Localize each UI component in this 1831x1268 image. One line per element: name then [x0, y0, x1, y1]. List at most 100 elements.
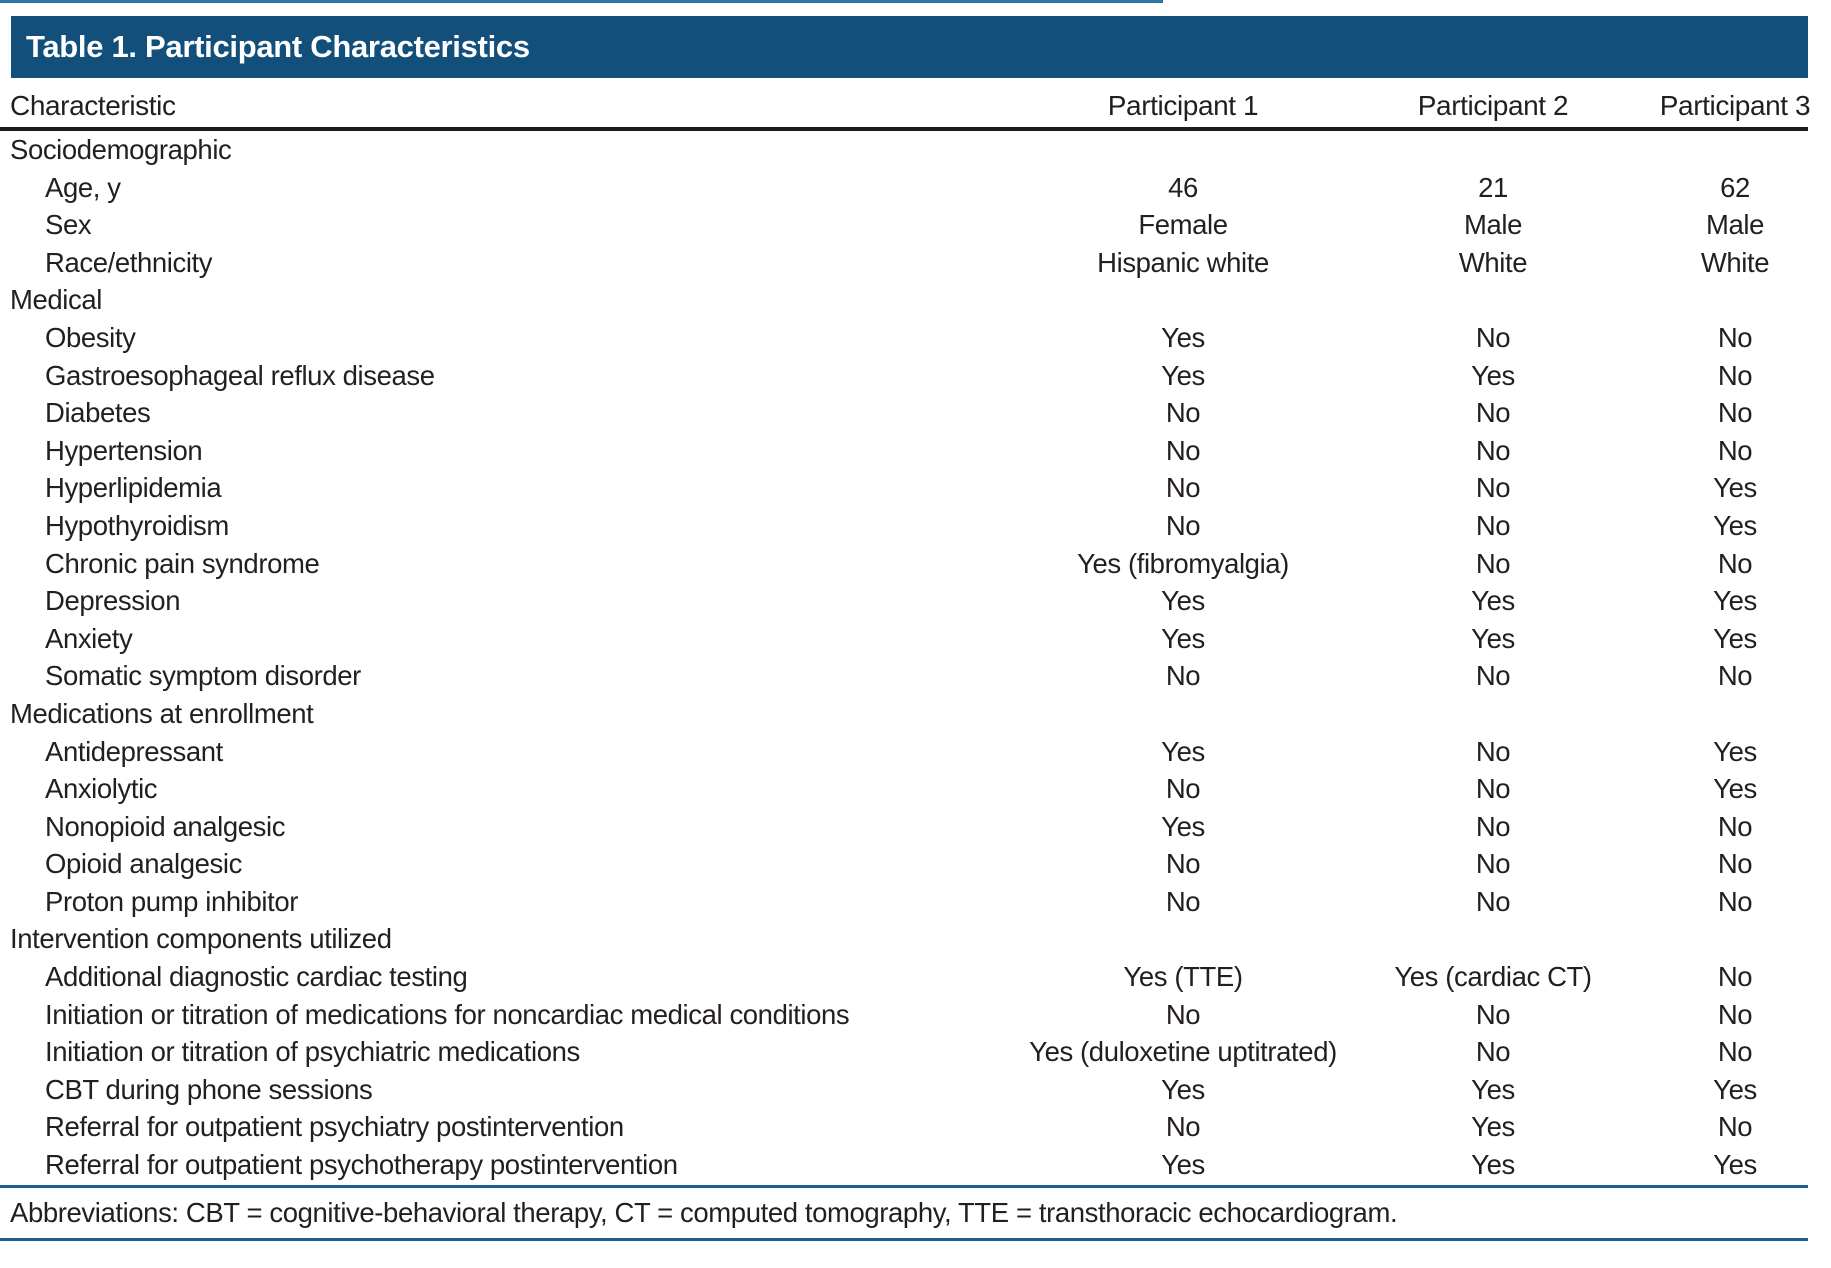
cell-value: No [1165, 885, 1201, 917]
row-label: Anxiety [45, 622, 133, 654]
cell-value: Yes [1161, 321, 1205, 353]
row-label: Hyperlipidemia [45, 472, 222, 504]
column-header-row: Characteristic Participant 1 Participant… [0, 84, 1811, 127]
cell-value: No [1475, 509, 1511, 541]
column-header-participant-2: Participant 2 [1417, 90, 1569, 121]
cell-value: Female [1138, 209, 1228, 241]
cell-value: No [1165, 472, 1201, 504]
table-row: Referral for outpatient psychiatry posti… [0, 1108, 1808, 1146]
table-row: Antidepressant Yes No Yes [0, 733, 1808, 771]
cell-value: Yes [1161, 1149, 1205, 1181]
cell-value: No [1717, 359, 1753, 391]
cell-value: Yes [1713, 509, 1757, 541]
cell-value: No [1475, 885, 1511, 917]
table-row: Chronic pain syndrome Yes (fibromyalgia) N… [0, 545, 1808, 583]
section-row: Intervention components utilized [0, 920, 1808, 958]
cell-value: No [1165, 434, 1201, 466]
cell-value: Yes [1161, 810, 1205, 842]
row-label: Age, y [45, 171, 121, 203]
table-row: Initiation or titration of medications f… [0, 996, 1808, 1034]
cell-value: Yes [1471, 1111, 1515, 1143]
cell-value: Yes [1713, 1149, 1757, 1181]
cell-value: Yes (duloxetine uptitrated) [1029, 1036, 1337, 1068]
row-label: CBT during phone sessions [45, 1073, 373, 1105]
table-row: Hyperlipidemia No No Yes [0, 469, 1808, 507]
cell-value: White [1700, 246, 1770, 278]
table-row: Obesity Yes No No [0, 319, 1808, 357]
cell-value: No [1165, 397, 1201, 429]
row-label: Referral for outpatient psychiatry posti… [45, 1111, 624, 1143]
cell-value: Yes (TTE) [1123, 961, 1243, 993]
table-row: Referral for outpatient psychotherapy po… [0, 1146, 1808, 1184]
cell-value: No [1717, 547, 1753, 579]
row-label: Somatic symptom disorder [45, 660, 361, 692]
cell-value: 46 [1168, 171, 1198, 203]
row-label: Sex [45, 209, 92, 241]
top-rule [0, 0, 1163, 3]
cell-value: Yes [1161, 585, 1205, 617]
column-header-participant-3: Participant 3 [1659, 90, 1811, 121]
cell-value: No [1165, 848, 1201, 880]
table-title: Table 1. Participant Characteristics [26, 29, 530, 64]
table-row: Opioid analgesic No No No [0, 845, 1808, 883]
cell-value: No [1717, 434, 1753, 466]
row-label: Initiation or titration of medications f… [45, 998, 850, 1030]
section-row: Medical [0, 281, 1808, 319]
cell-value: No [1475, 998, 1511, 1030]
row-label: Proton pump inhibitor [45, 885, 298, 917]
cell-value: Yes [1713, 622, 1757, 654]
cell-value: White [1458, 246, 1528, 278]
cell-value: No [1475, 1036, 1511, 1068]
footnote-rule-bottom [0, 1238, 1808, 1241]
footnote-rule-top [0, 1185, 1808, 1188]
cell-value: No [1165, 660, 1201, 692]
table-row: Anxiolytic No No Yes [0, 770, 1808, 808]
cell-value: No [1165, 998, 1201, 1030]
cell-value: Yes [1471, 585, 1515, 617]
cell-value: No [1475, 472, 1511, 504]
row-label: Obesity [45, 321, 136, 353]
table-row: Diabetes No No No [0, 394, 1808, 432]
table-row: CBT during phone sessions Yes Yes Yes [0, 1071, 1808, 1109]
cell-value: No [1475, 660, 1511, 692]
cell-value: Male [1705, 209, 1765, 241]
cell-value: No [1717, 998, 1753, 1030]
cell-value: No [1475, 397, 1511, 429]
cell-value: Yes [1713, 472, 1757, 504]
column-header-participant-1: Participant 1 [1107, 90, 1259, 121]
table-row: Hypothyroidism No No Yes [0, 507, 1808, 545]
cell-value: No [1717, 848, 1753, 880]
section-label: Sociodemographic [10, 134, 232, 165]
cell-value: Yes [1713, 773, 1757, 805]
section-label: Medications at enrollment [10, 697, 314, 729]
cell-value: Yes [1161, 622, 1205, 654]
table-body: Sociodemographic Age, y 46 21 62 Sex Female Mal… [0, 131, 1808, 1184]
row-label: Race/ethnicity [45, 246, 213, 278]
table-row: Age, y 46 21 62 [0, 169, 1808, 207]
cell-value: No [1165, 1111, 1201, 1143]
cell-value: 21 [1478, 171, 1508, 203]
header-rule [0, 127, 1808, 131]
cell-value: No [1475, 547, 1511, 579]
cell-value: Yes (cardiac CT) [1394, 961, 1592, 993]
cell-value: No [1717, 810, 1753, 842]
cell-value: No [1475, 434, 1511, 466]
cell-value: No [1475, 810, 1511, 842]
cell-value: No [1475, 321, 1511, 353]
column-header-characteristic: Characteristic [10, 90, 176, 121]
row-label: Chronic pain syndrome [45, 547, 320, 579]
table-title-bar: Table 1. Participant Characteristics [11, 16, 1808, 78]
row-label: Antidepressant [45, 735, 223, 767]
table-row: Proton pump inhibitor No No No [0, 883, 1808, 921]
cell-value: Hispanic white [1097, 246, 1269, 278]
row-label: Opioid analgesic [45, 848, 242, 880]
cell-value: No [1475, 773, 1511, 805]
table-row: Anxiety Yes Yes Yes [0, 620, 1808, 658]
cell-value: No [1475, 735, 1511, 767]
section-label: Medical [10, 284, 102, 316]
cell-value: No [1165, 509, 1201, 541]
table-row: Additional diagnostic cardiac testing Yes… [0, 958, 1808, 996]
table-row: Sex Female Male Male [0, 206, 1808, 244]
cell-value: No [1717, 660, 1753, 692]
cell-value: Yes [1471, 1073, 1515, 1105]
